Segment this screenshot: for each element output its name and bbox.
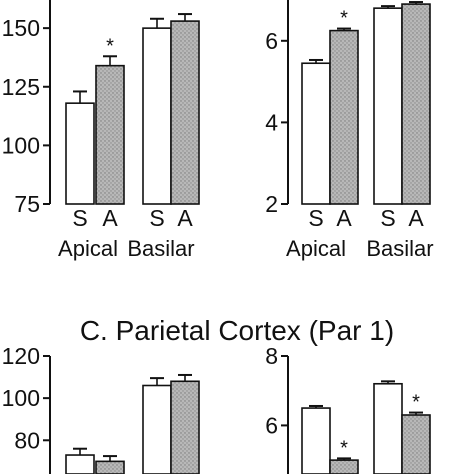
x-category-label: S (72, 205, 87, 231)
x-category-label: S (149, 205, 164, 231)
bar-amphetamine (401, 414, 431, 474)
bar-amphetamine (170, 380, 200, 474)
significance-star: * (412, 392, 420, 414)
bar-amphetamine (95, 460, 125, 474)
bar-saline (65, 102, 95, 205)
x-group-label: Basilar (366, 236, 433, 261)
x-group-label: Apical (58, 236, 118, 261)
bar-saline (301, 62, 331, 205)
bar-saline (373, 382, 403, 474)
bar-amphetamine (95, 64, 125, 205)
significance-star: * (340, 437, 348, 459)
bar-amphetamine (401, 3, 431, 205)
x-category-label: S (380, 205, 395, 231)
y-tick-label: 6 (265, 412, 278, 438)
y-tick-label: 80 (14, 427, 40, 453)
x-category-label: A (102, 205, 118, 231)
bar-saline (373, 7, 403, 205)
significance-star: * (106, 35, 114, 57)
x-category-label: S (308, 205, 323, 231)
bar-saline (142, 27, 172, 205)
chart-panel-3: 80 100 120 (2, 343, 200, 474)
bar-amphetamine (170, 20, 200, 205)
y-tick-label: 8 (265, 343, 278, 369)
bar-saline (142, 384, 172, 474)
y-tick-label: 6 (265, 28, 278, 54)
bar-saline (301, 407, 331, 474)
x-category-label: A (177, 205, 193, 231)
y-tick-label: 2 (265, 191, 278, 217)
y-tick-label: 75 (14, 191, 40, 217)
x-category-label: A (408, 205, 424, 231)
y-tick-label: 100 (2, 385, 40, 411)
significance-star: * (340, 8, 348, 30)
x-category-label: A (336, 205, 352, 231)
x-group-label: Basilar (127, 236, 194, 261)
y-tick-label: 120 (2, 343, 40, 369)
bar-amphetamine (329, 459, 359, 474)
bar-saline (65, 454, 95, 474)
y-tick-label: 100 (2, 132, 40, 158)
y-tick-label: 150 (2, 15, 40, 41)
y-tick-label: 4 (265, 109, 278, 135)
x-group-label: Apical (286, 236, 346, 261)
section-title: C. Parietal Cortex (Par 1) (80, 315, 394, 346)
y-tick-label: 125 (2, 74, 40, 100)
chart-panel-4: 6 8 * * (265, 343, 431, 474)
bar-amphetamine (329, 29, 359, 205)
